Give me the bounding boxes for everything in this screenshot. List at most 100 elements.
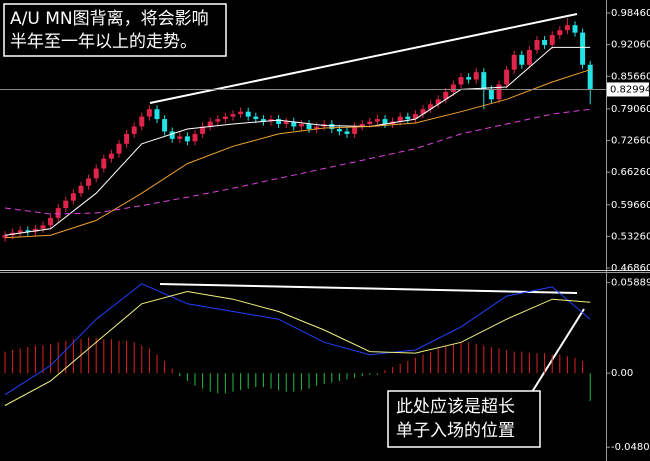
candle-body [2, 235, 8, 238]
candle-body [55, 208, 61, 218]
candle-body [382, 119, 388, 125]
y-tick-label: 0.85660 [611, 71, 650, 82]
candle-body [169, 131, 175, 139]
candle-body [314, 126, 320, 129]
candle-body [572, 25, 578, 33]
candle-body [93, 168, 99, 179]
candle-body [580, 32, 586, 65]
candle-body [488, 89, 494, 100]
candle-body [40, 225, 46, 229]
annotation-box [387, 390, 541, 448]
y-tick-label: 0.46860 [611, 263, 650, 274]
last-price-box [607, 82, 649, 97]
y-tick-label: 0.66260 [611, 167, 650, 178]
trend-line [159, 283, 578, 294]
candle-body [291, 121, 297, 127]
candle-body [450, 84, 456, 92]
candle-body [504, 69, 510, 85]
indicator-line [4, 46, 591, 236]
candle-body [306, 124, 312, 129]
candle-body [124, 133, 130, 144]
candle-body [276, 119, 282, 125]
candle-body [63, 200, 69, 209]
candle-body [192, 133, 198, 142]
candle-body [177, 136, 183, 139]
candle-body [557, 30, 563, 36]
annotation: 半年至一年以上的走势。 [10, 32, 197, 52]
candle-body [374, 119, 380, 122]
candle-body [70, 193, 76, 201]
y-tick-label: 0.05889 [611, 277, 650, 288]
y-tick-label: 0.98460 [611, 8, 650, 19]
candle-body [260, 119, 266, 122]
candle-body [519, 54, 525, 65]
y-tick-label: 0.00 [611, 368, 633, 379]
y-tick-label: 0.53260 [611, 231, 650, 242]
indicator-line [4, 290, 591, 406]
candle-body [473, 72, 479, 80]
candle-body [435, 99, 441, 105]
candle-body [108, 153, 114, 159]
candle-body [352, 126, 358, 134]
candle-body [458, 77, 464, 85]
candle-body [428, 104, 434, 110]
candle-body [564, 25, 570, 31]
annotation: 单子入场的位置 [396, 421, 515, 441]
plots: 0.98460 0.92060 0.85660 0.79060 0.72660 0.662… [0, 8, 650, 453]
y-tick-label: 0.72660 [611, 136, 650, 147]
candle-body [511, 54, 517, 70]
candle-body [215, 119, 221, 122]
candle-body [116, 143, 122, 154]
indicator-line [4, 283, 591, 396]
candle-body [367, 121, 373, 125]
candle-body [78, 185, 84, 194]
candle-body [405, 116, 411, 120]
y-tick-label: -0.04807 [611, 442, 650, 453]
candle-body [131, 126, 137, 134]
candle-body [25, 230, 31, 232]
candle-body [162, 119, 168, 132]
candle-body [230, 114, 236, 117]
candle-body [32, 228, 38, 232]
candle-body [496, 84, 502, 100]
annotation: 此处应该是超长 [396, 397, 515, 417]
candle-body [534, 40, 540, 50]
candle-body [184, 136, 190, 142]
candle-body [481, 72, 487, 90]
candle-body [207, 121, 213, 127]
candle-body [17, 230, 23, 233]
candle-body [420, 109, 426, 115]
candle-body [587, 64, 593, 90]
y-tick-label: 0.79060 [611, 104, 650, 115]
candle-body [253, 116, 259, 120]
candle-body [526, 49, 532, 65]
candle-body [48, 217, 54, 226]
trend-line [149, 13, 578, 104]
candle-body [336, 128, 342, 132]
candle-body [238, 111, 244, 115]
candle-body [329, 124, 335, 129]
indicator-line [4, 108, 591, 215]
candle-body [154, 109, 160, 120]
candle-body [200, 126, 206, 134]
y-tick-label: 0.59660 [611, 200, 650, 211]
candle-body [298, 124, 304, 127]
candle-body [222, 116, 228, 120]
annotation-box [3, 3, 227, 57]
candle-body [146, 109, 152, 117]
candle-body [283, 121, 289, 125]
indicator-line [4, 69, 591, 239]
candle-body [542, 40, 548, 45]
candle-body [549, 35, 555, 45]
candle-body [86, 178, 92, 186]
annotation: A/U MN图背离，将会影响 [10, 9, 209, 29]
candle-body [443, 91, 449, 100]
candle-body [466, 77, 472, 80]
candle-body [412, 114, 418, 120]
y-tick-label: 0.92060 [611, 40, 650, 51]
last-price-label: 0.82994 [610, 84, 650, 95]
candle-body [344, 131, 350, 134]
candle-body [397, 116, 403, 122]
